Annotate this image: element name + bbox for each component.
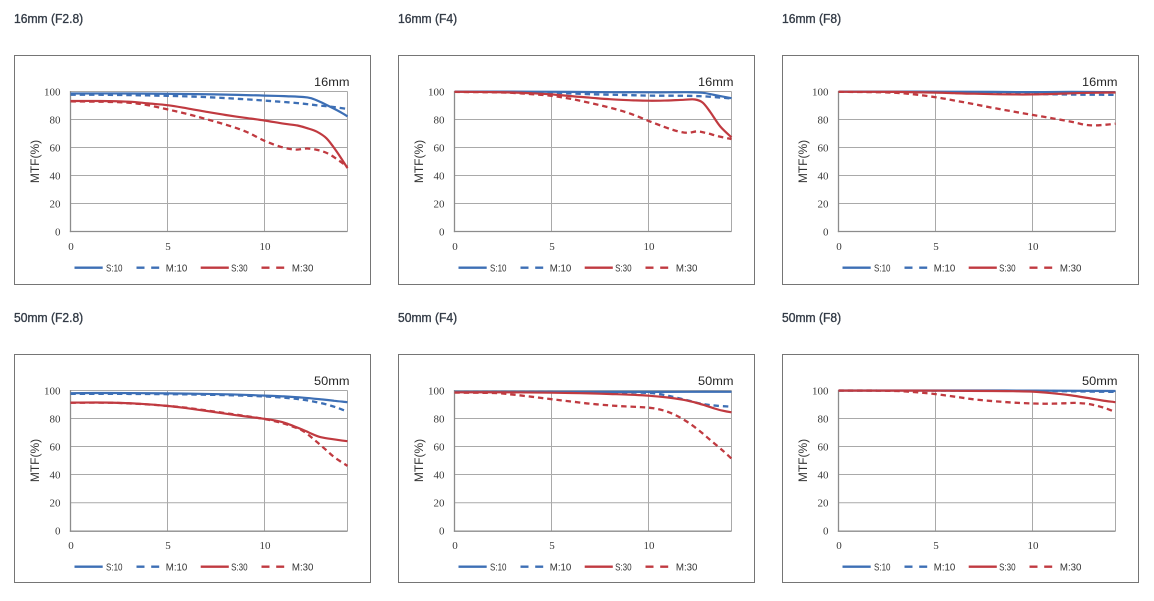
svg-text:MTF(%): MTF(%) xyxy=(796,439,810,482)
svg-text:MTF(%): MTF(%) xyxy=(412,140,426,183)
svg-text:16mm: 16mm xyxy=(698,75,734,89)
svg-text:10: 10 xyxy=(260,540,272,552)
svg-text:80: 80 xyxy=(434,413,446,425)
svg-text:100: 100 xyxy=(428,385,445,397)
svg-text:0: 0 xyxy=(55,525,61,537)
svg-text:60: 60 xyxy=(434,441,446,453)
svg-text:0: 0 xyxy=(68,540,74,552)
svg-text:80: 80 xyxy=(818,413,830,425)
svg-text:S:30: S:30 xyxy=(615,562,632,574)
svg-text:80: 80 xyxy=(50,114,62,126)
svg-text:M:30: M:30 xyxy=(1060,263,1082,275)
svg-text:MTF(%): MTF(%) xyxy=(412,439,426,482)
svg-text:0: 0 xyxy=(823,226,829,238)
svg-text:10: 10 xyxy=(1028,540,1040,552)
svg-text:S:30: S:30 xyxy=(999,263,1016,275)
svg-text:S:10: S:10 xyxy=(490,562,507,574)
svg-text:MTF(%): MTF(%) xyxy=(796,140,810,183)
svg-text:50mm: 50mm xyxy=(1082,374,1118,388)
svg-text:M:30: M:30 xyxy=(1060,562,1082,574)
svg-text:MTF(%): MTF(%) xyxy=(28,439,42,482)
svg-text:5: 5 xyxy=(549,540,555,552)
svg-text:60: 60 xyxy=(50,441,62,453)
svg-text:M:10: M:10 xyxy=(934,263,956,275)
svg-text:0: 0 xyxy=(452,540,458,552)
svg-text:S:10: S:10 xyxy=(874,562,891,574)
svg-text:5: 5 xyxy=(165,540,171,552)
svg-text:S:10: S:10 xyxy=(106,562,123,574)
svg-text:60: 60 xyxy=(818,441,830,453)
svg-text:M:10: M:10 xyxy=(550,562,572,574)
svg-text:40: 40 xyxy=(434,170,446,182)
svg-text:S:10: S:10 xyxy=(106,263,123,275)
svg-text:MTF(%): MTF(%) xyxy=(28,140,42,183)
svg-text:40: 40 xyxy=(50,469,62,481)
svg-text:M:10: M:10 xyxy=(550,263,572,275)
svg-text:100: 100 xyxy=(44,385,61,397)
svg-text:0: 0 xyxy=(439,525,445,537)
svg-text:S:30: S:30 xyxy=(231,263,248,275)
svg-text:80: 80 xyxy=(818,114,830,126)
svg-text:M:10: M:10 xyxy=(166,562,188,574)
svg-text:100: 100 xyxy=(428,86,445,98)
svg-text:0: 0 xyxy=(836,241,842,253)
svg-text:60: 60 xyxy=(434,142,446,154)
svg-text:80: 80 xyxy=(50,413,62,425)
svg-text:M:30: M:30 xyxy=(292,263,314,275)
svg-text:M:10: M:10 xyxy=(166,263,188,275)
svg-text:10: 10 xyxy=(260,241,272,253)
svg-text:0: 0 xyxy=(823,525,829,537)
svg-text:60: 60 xyxy=(50,142,62,154)
svg-text:40: 40 xyxy=(434,469,446,481)
svg-text:10: 10 xyxy=(1028,241,1040,253)
svg-text:40: 40 xyxy=(818,170,830,182)
svg-text:100: 100 xyxy=(44,86,61,98)
svg-text:10: 10 xyxy=(644,241,656,253)
svg-text:0: 0 xyxy=(68,241,74,253)
svg-text:20: 20 xyxy=(818,198,830,210)
svg-text:M:30: M:30 xyxy=(676,263,698,275)
svg-text:100: 100 xyxy=(812,86,829,98)
svg-text:20: 20 xyxy=(50,497,62,509)
svg-text:10: 10 xyxy=(644,540,656,552)
svg-text:20: 20 xyxy=(818,497,830,509)
svg-text:S:10: S:10 xyxy=(874,263,891,275)
svg-text:5: 5 xyxy=(933,241,939,253)
svg-text:60: 60 xyxy=(818,142,830,154)
svg-text:M:10: M:10 xyxy=(934,562,956,574)
svg-text:50mm: 50mm xyxy=(698,374,734,388)
svg-text:S:30: S:30 xyxy=(615,263,632,275)
svg-text:40: 40 xyxy=(818,469,830,481)
svg-text:100: 100 xyxy=(812,385,829,397)
svg-text:5: 5 xyxy=(549,241,555,253)
svg-text:0: 0 xyxy=(439,226,445,238)
svg-text:0: 0 xyxy=(452,241,458,253)
svg-text:M:30: M:30 xyxy=(676,562,698,574)
svg-text:20: 20 xyxy=(50,198,62,210)
svg-text:S:30: S:30 xyxy=(231,562,248,574)
svg-text:20: 20 xyxy=(434,198,446,210)
svg-text:S:10: S:10 xyxy=(490,263,507,275)
svg-text:5: 5 xyxy=(933,540,939,552)
svg-text:20: 20 xyxy=(434,497,446,509)
svg-text:16mm: 16mm xyxy=(1082,75,1118,89)
svg-text:M:30: M:30 xyxy=(292,562,314,574)
svg-text:80: 80 xyxy=(434,114,446,126)
svg-text:50mm: 50mm xyxy=(314,374,350,388)
svg-text:0: 0 xyxy=(836,540,842,552)
svg-text:16mm: 16mm xyxy=(314,75,350,89)
svg-text:5: 5 xyxy=(165,241,171,253)
svg-text:S:30: S:30 xyxy=(999,562,1016,574)
svg-text:40: 40 xyxy=(50,170,62,182)
svg-text:0: 0 xyxy=(55,226,61,238)
